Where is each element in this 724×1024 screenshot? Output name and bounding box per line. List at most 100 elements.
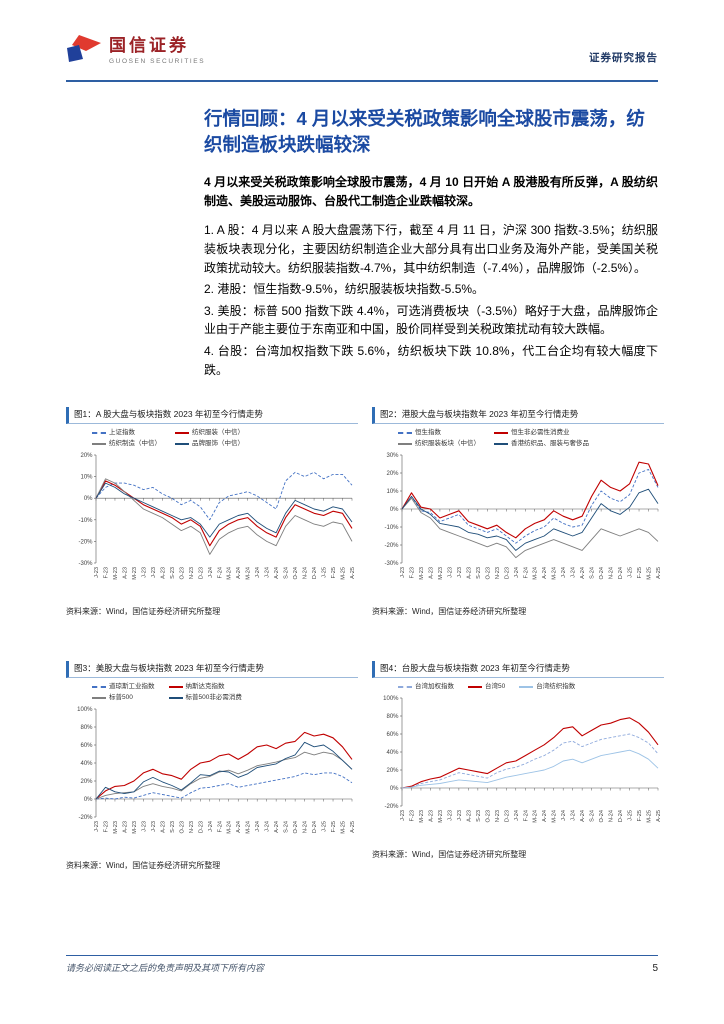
page-number: 5 — [652, 963, 658, 974]
line-chart: 20%10%0%-10%-20%-30%J-23 F-23 M-23 A-23 M-23… — [78, 453, 356, 580]
legend-item: 标普500 — [92, 693, 155, 703]
logo-name-cn: 国信证券 — [109, 36, 189, 56]
chart-legend: 台湾加权指数 台湾50 台湾纺织指数 — [372, 682, 664, 692]
svg-text:D-23: D-23 — [504, 810, 510, 822]
svg-text:-20%: -20% — [78, 540, 93, 546]
svg-text:J-23: J-23 — [151, 821, 157, 832]
svg-text:J-24: J-24 — [571, 567, 577, 578]
svg-text:-10%: -10% — [384, 525, 399, 531]
svg-text:J-23: J-23 — [151, 567, 157, 578]
page-footer: 请务必阅读正文之后的免责声明及其项下所有内容 5 — [66, 955, 658, 974]
figure-title: 图2：港股大盘与板块指数年 2023 年初至今行情走势 — [372, 407, 664, 425]
svg-text:F-24: F-24 — [217, 821, 223, 833]
svg-text:J-23: J-23 — [457, 567, 463, 578]
svg-text:-20%: -20% — [384, 804, 399, 810]
legend-line-marker-icon — [92, 697, 106, 700]
svg-text:10%: 10% — [386, 489, 399, 495]
legend-line-marker-icon — [168, 697, 183, 700]
svg-text:M-25: M-25 — [647, 810, 653, 823]
chart-legend: 上证指数 纺织服装（中信） 纺织制造（中信） 品牌服饰（中信） — [66, 428, 358, 449]
svg-text:J-23: J-23 — [141, 821, 147, 832]
figure-a-share: 图1：A 股大盘与板块指数 2023 年初至今行情走势 上证指数 纺织服装（中信）… — [66, 407, 358, 617]
svg-text:A-23: A-23 — [160, 821, 166, 833]
svg-text:J-24: J-24 — [561, 810, 567, 821]
svg-text:O-24: O-24 — [293, 821, 299, 833]
figure-title: 图3：美股大盘与板块指数 2023 年初至今行情走势 — [66, 661, 358, 679]
svg-text:30%: 30% — [386, 453, 399, 459]
svg-text:60%: 60% — [80, 743, 93, 749]
svg-text:J-24: J-24 — [561, 567, 567, 578]
svg-text:J-25: J-25 — [628, 567, 634, 578]
page-title: 行情回顾：4 月以来受关税政策影响全球股市震荡，纺织制造板块跌幅较深 — [204, 108, 645, 156]
svg-text:D-23: D-23 — [198, 821, 204, 833]
svg-text:N-24: N-24 — [609, 810, 615, 822]
svg-text:O-23: O-23 — [179, 821, 185, 833]
svg-text:M-24: M-24 — [552, 567, 558, 580]
legend-label: 上证指数 — [109, 429, 135, 437]
svg-text:0%: 0% — [390, 507, 399, 513]
legend-line-marker-icon — [92, 432, 106, 435]
legend-label: 台湾纺织指数 — [536, 683, 576, 691]
svg-text:N-23: N-23 — [495, 567, 501, 579]
legend-line-marker-icon — [398, 686, 412, 689]
legend-item: 恒生非必需性消费业 — [494, 428, 589, 438]
legend-label: 纺织服装板块（中信） — [415, 440, 480, 448]
svg-text:S-23: S-23 — [476, 810, 482, 822]
svg-text:A-23: A-23 — [466, 810, 472, 822]
svg-text:S-24: S-24 — [590, 567, 596, 579]
svg-text:J-24: J-24 — [514, 810, 520, 821]
logo-text: 国信证券 GUOSEN SECURITIES — [109, 36, 206, 65]
chart-legend: 恒生指数 恒生非必需性消费业 纺织服装板块（中信） 香港纺织品、服装与奢侈品 — [372, 428, 664, 449]
figure-us-share: 图3：美股大盘与板块指数 2023 年初至今行情走势 道琼斯工业指数 纳斯达克指数… — [66, 661, 358, 871]
svg-text:M-23: M-23 — [438, 567, 444, 580]
figure-tw-share: 图4：台股大盘与板块指数 2023 年初至今行情走势 台湾加权指数 台湾50 台湾纺… — [372, 661, 664, 871]
svg-text:J-24: J-24 — [571, 810, 577, 821]
svg-text:M-23: M-23 — [113, 567, 119, 580]
paragraph-a-share: 1. A 股：4 月以来 A 股大盘震荡下行，截至 4 月 11 日，沪深 30… — [204, 223, 658, 275]
legend-item: 台湾50 — [468, 682, 505, 692]
legend-label: 香港纺织品、服装与奢侈品 — [511, 440, 589, 448]
legend-line-marker-icon — [168, 686, 183, 689]
svg-text:20%: 20% — [386, 471, 399, 477]
legend-label: 恒生非必需性消费业 — [511, 429, 570, 437]
legend-line-marker-icon — [398, 443, 412, 446]
svg-text:F-23: F-23 — [103, 567, 109, 579]
svg-text:J-25: J-25 — [322, 821, 328, 832]
svg-text:O-23: O-23 — [485, 810, 491, 822]
svg-text:D-23: D-23 — [198, 567, 204, 579]
svg-text:N-23: N-23 — [495, 810, 501, 822]
svg-text:S-24: S-24 — [590, 810, 596, 822]
svg-text:-20%: -20% — [384, 543, 399, 549]
svg-text:20%: 20% — [386, 768, 399, 774]
svg-text:O-24: O-24 — [293, 567, 299, 579]
svg-text:0%: 0% — [390, 786, 399, 792]
svg-text:A-23: A-23 — [428, 567, 434, 579]
svg-text:J-25: J-25 — [322, 567, 328, 578]
svg-text:J-23: J-23 — [94, 567, 100, 578]
svg-text:J-23: J-23 — [400, 810, 406, 821]
legend-line-marker-icon — [175, 443, 189, 446]
guosen-logo-icon — [67, 35, 101, 62]
svg-text:M-24: M-24 — [533, 810, 539, 823]
source-note: 资料来源：Wind，国信证券经济研究所整理 — [66, 861, 221, 871]
svg-text:F-24: F-24 — [523, 810, 529, 822]
svg-text:F-24: F-24 — [523, 567, 529, 579]
svg-text:N-23: N-23 — [189, 821, 195, 833]
svg-text:A-24: A-24 — [542, 567, 548, 579]
svg-text:D-23: D-23 — [504, 567, 510, 579]
legend-label: 台湾50 — [485, 683, 506, 691]
svg-text:A-23: A-23 — [122, 821, 128, 833]
svg-text:0%: 0% — [84, 496, 93, 502]
svg-text:J-25: J-25 — [628, 810, 634, 821]
guosen-logo: 国信证券 GUOSEN SECURITIES — [66, 34, 205, 68]
legend-line-marker-icon — [468, 686, 482, 689]
logo-name-en: GUOSEN SECURITIES — [109, 57, 206, 65]
source-note: 资料来源：Wind，国信证券经济研究所整理 — [372, 850, 527, 860]
svg-text:D-24: D-24 — [618, 567, 624, 579]
report-header: 国信证券 GUOSEN SECURITIES 证券研究报告 — [66, 34, 658, 82]
svg-text:F-23: F-23 — [103, 821, 109, 833]
source-note: 资料来源：Wind，国信证券经济研究所整理 — [66, 607, 221, 617]
svg-text:A-25: A-25 — [656, 810, 662, 822]
svg-text:M-25: M-25 — [341, 821, 347, 834]
legend-label: 品牌服饰（中信） — [192, 440, 244, 448]
